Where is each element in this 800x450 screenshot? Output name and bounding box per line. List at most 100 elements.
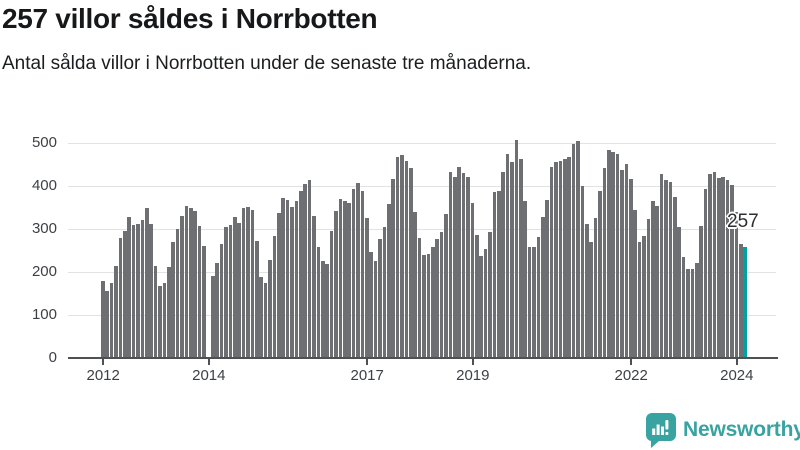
- bar: [145, 207, 149, 358]
- bar: [734, 211, 739, 358]
- bar: [263, 283, 268, 358]
- bar: [519, 158, 523, 358]
- bar: [299, 191, 303, 358]
- bar: [219, 244, 224, 358]
- bar: [664, 180, 668, 358]
- bar: [294, 201, 299, 358]
- bar: [158, 286, 162, 358]
- bar: [501, 172, 505, 358]
- gridline-200: [68, 271, 776, 273]
- bar: [259, 277, 263, 358]
- bar: [215, 263, 219, 358]
- bar: [629, 178, 633, 358]
- bar: [312, 216, 316, 358]
- bar: [541, 217, 545, 358]
- value-annotation: 257: [727, 211, 759, 232]
- bar: [453, 176, 457, 358]
- bar: [277, 213, 281, 358]
- bar: [409, 168, 413, 358]
- bar: [224, 226, 228, 358]
- x-axis-line: [68, 357, 778, 359]
- bar: [673, 197, 677, 358]
- bar: [483, 249, 488, 358]
- bar: [321, 260, 325, 358]
- y-axis-label-100: 100: [31, 306, 57, 323]
- bar: [360, 190, 365, 358]
- bar: [655, 205, 659, 358]
- bar: [237, 222, 241, 358]
- bar: [532, 247, 536, 358]
- bar: [175, 228, 180, 358]
- bar: [228, 224, 233, 358]
- bar: [334, 210, 338, 358]
- bar: [153, 265, 158, 358]
- bar: [510, 162, 514, 358]
- newsworthy-wordmark: Newsworthy: [683, 418, 800, 441]
- bar: [391, 178, 395, 358]
- bar: [492, 191, 497, 358]
- bar: [721, 176, 725, 358]
- bar: [527, 246, 532, 358]
- bar: [593, 218, 598, 358]
- bar: [413, 212, 417, 358]
- bar: [712, 172, 717, 358]
- bar: [241, 207, 246, 358]
- bar: [686, 268, 690, 358]
- bar: [558, 161, 563, 358]
- x-tick-2017: [366, 359, 369, 365]
- x-axis-label-2022: 2022: [614, 367, 648, 384]
- bar: [351, 189, 356, 358]
- bar: [505, 153, 510, 358]
- bar: [633, 210, 637, 358]
- x-tick-2024: [735, 359, 738, 365]
- bar: [457, 167, 461, 358]
- bar: [514, 140, 519, 358]
- newsworthy-logo: Newsworthy: [645, 412, 800, 448]
- bar: [549, 166, 554, 358]
- bar: [624, 164, 629, 358]
- bar: [184, 206, 189, 358]
- bar: [127, 216, 131, 358]
- x-tick-2012: [102, 359, 105, 365]
- bar: [382, 227, 387, 358]
- bar: [611, 151, 615, 358]
- y-axis-label-500: 500: [31, 134, 57, 151]
- bar: [466, 176, 470, 358]
- chart-subtitle: Antal sålda villor i Norrbotten under de…: [2, 53, 532, 74]
- bar: [677, 227, 681, 358]
- bar: [400, 154, 404, 358]
- gridline-500: [68, 142, 776, 144]
- bar: [395, 156, 400, 358]
- bar: [488, 232, 492, 358]
- bar: [303, 183, 307, 358]
- x-tick-2019: [471, 359, 474, 365]
- bar: [642, 236, 646, 358]
- y-axis-label-0: 0: [48, 349, 57, 366]
- bar: [585, 223, 589, 358]
- bar: [140, 219, 145, 358]
- bar: [356, 183, 360, 358]
- bar: [373, 260, 378, 358]
- bar: [250, 209, 255, 358]
- bar: [475, 235, 479, 358]
- bar: [620, 170, 624, 358]
- bar: [567, 157, 571, 358]
- bar: [536, 237, 541, 358]
- y-axis-label-300: 300: [31, 220, 57, 237]
- bar: [699, 225, 703, 358]
- bar: [717, 178, 721, 358]
- bar: [461, 173, 466, 358]
- bar: [659, 173, 664, 358]
- bar: [435, 238, 439, 358]
- bar: [497, 190, 501, 358]
- x-axis-label-2014: 2014: [192, 367, 226, 384]
- bar: [576, 141, 580, 358]
- bar: [101, 280, 105, 358]
- bar: [162, 283, 167, 358]
- bar: [171, 241, 175, 358]
- bar: [602, 168, 607, 358]
- x-axis-label-2019: 2019: [456, 367, 490, 384]
- bar: [109, 282, 114, 358]
- gridline-400: [68, 185, 776, 187]
- bar: [180, 216, 184, 358]
